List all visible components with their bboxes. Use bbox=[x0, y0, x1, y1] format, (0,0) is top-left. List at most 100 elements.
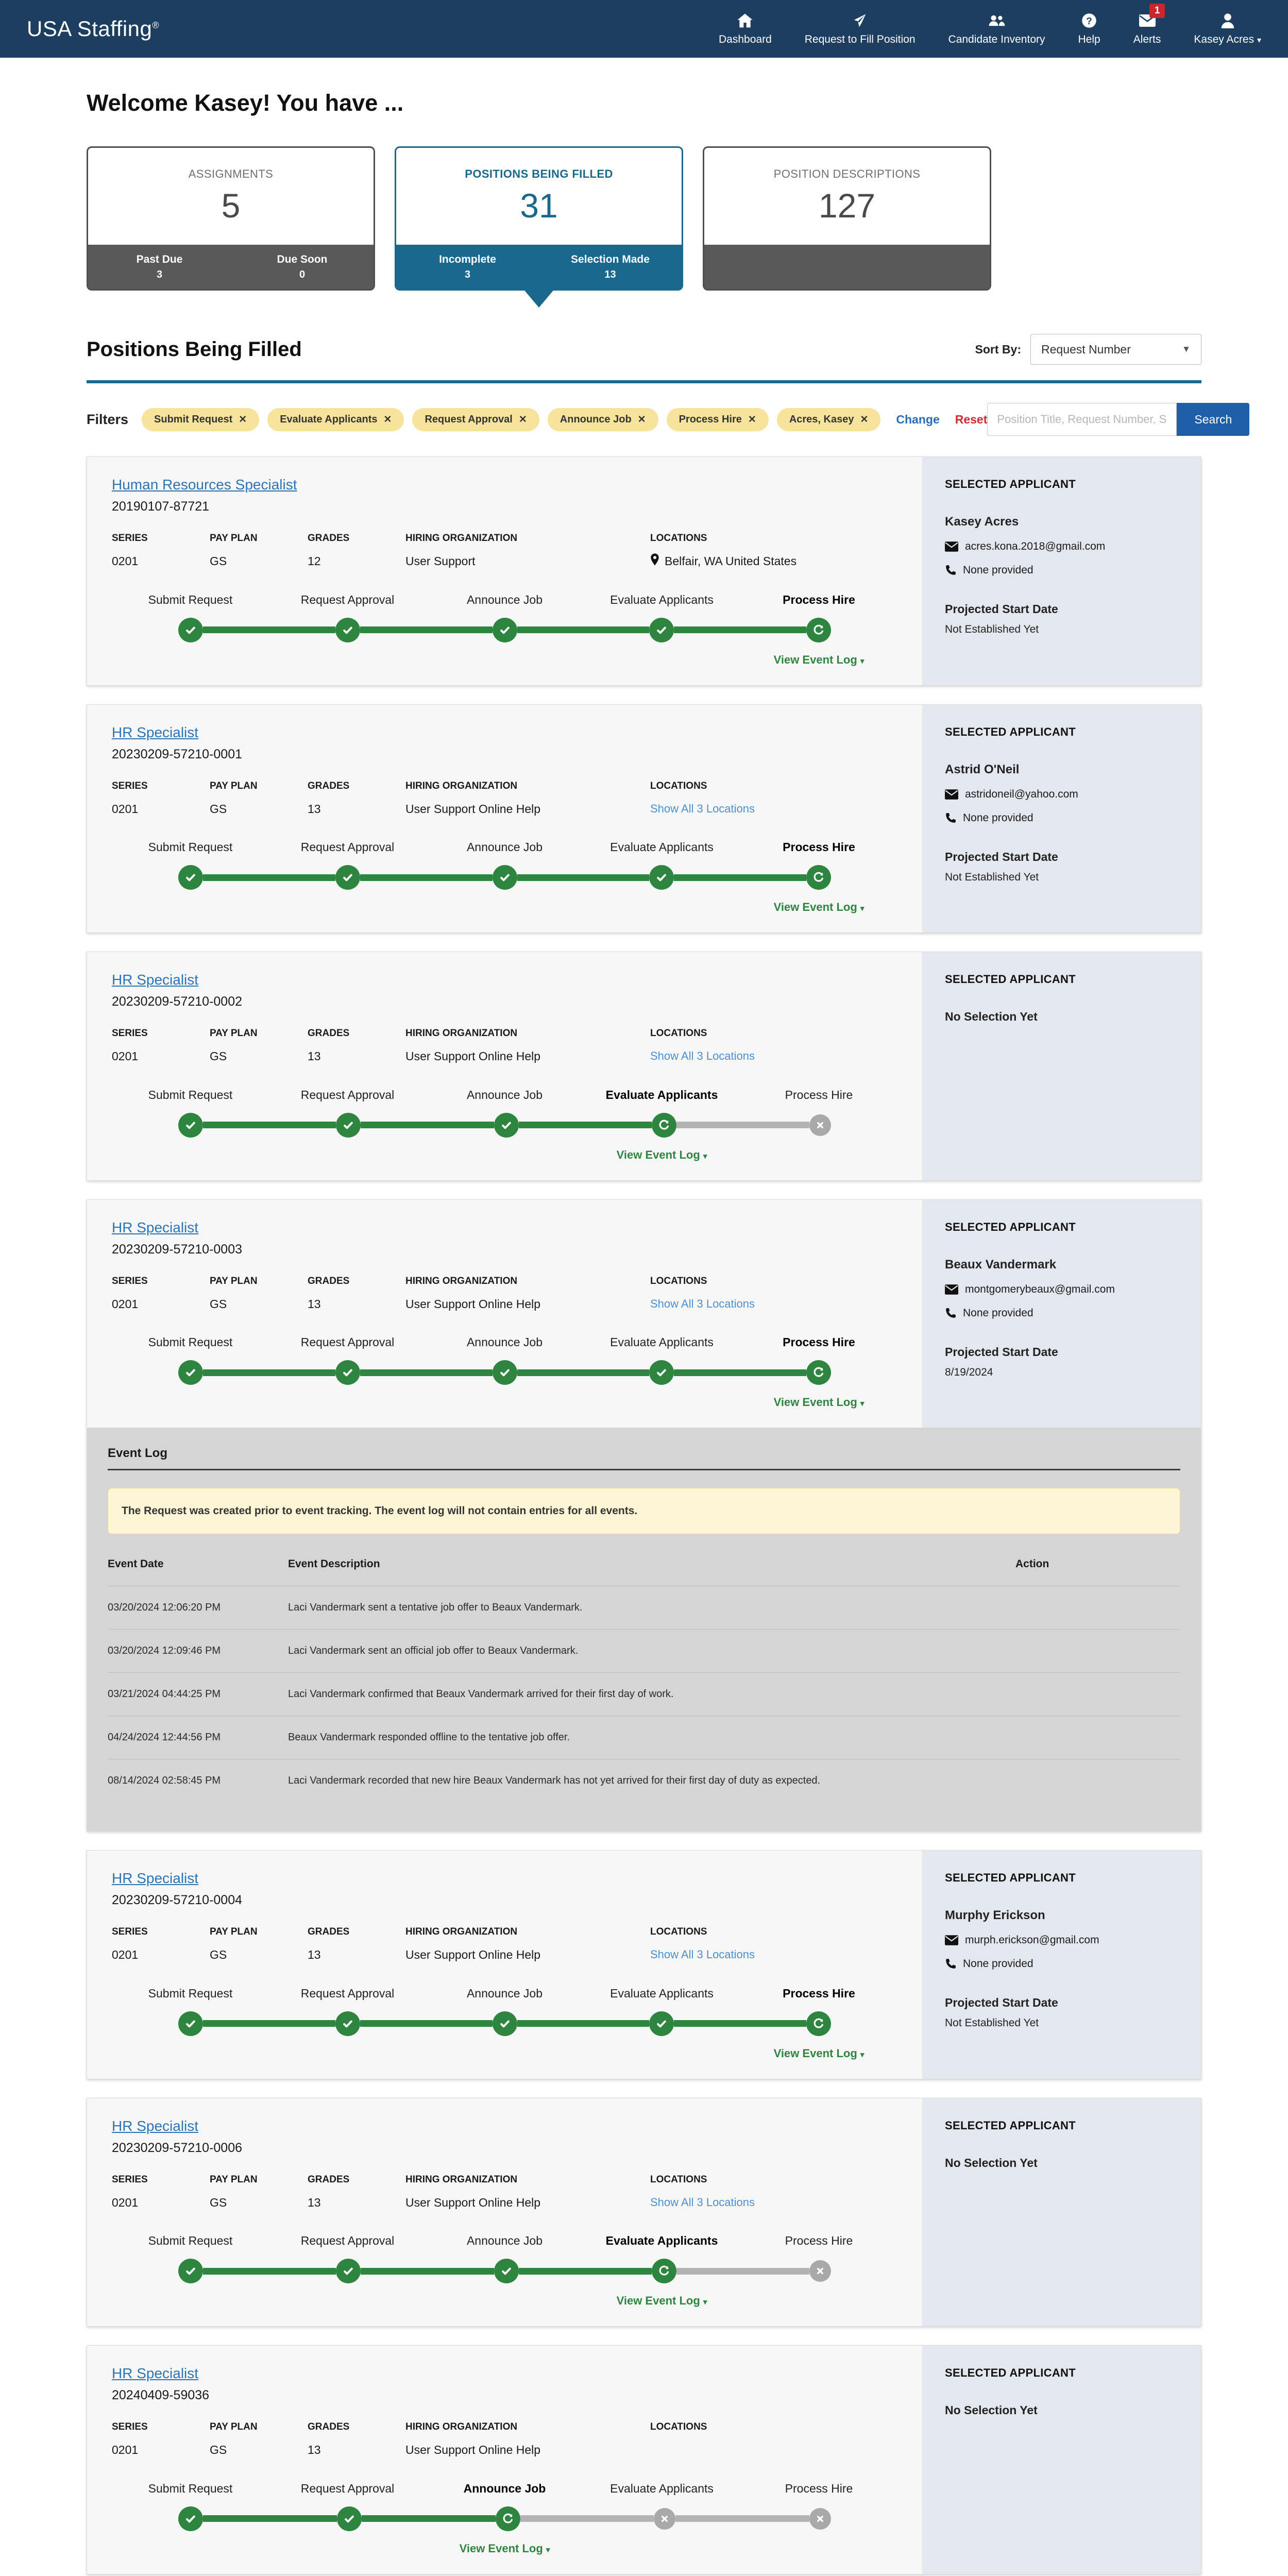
selected-applicant-panel: SELECTED APPLICANT No Selection Yet bbox=[922, 952, 1201, 1180]
position-title-link[interactable]: HR Specialist bbox=[112, 1870, 199, 1886]
show-all-locations-link[interactable]: Show All 3 Locations bbox=[650, 802, 755, 815]
filter-chip[interactable]: Submit Request ✕ bbox=[142, 408, 260, 431]
event-action bbox=[1015, 1732, 1180, 1743]
position-title-link[interactable]: HR Specialist bbox=[112, 972, 199, 988]
search-input[interactable] bbox=[987, 403, 1177, 436]
nav-alerts[interactable]: 1 Alerts bbox=[1133, 4, 1165, 46]
step-connector bbox=[520, 2515, 654, 2522]
remove-chip-icon[interactable]: ✕ bbox=[748, 414, 756, 425]
search-button[interactable]: Search bbox=[1177, 403, 1250, 436]
step-in-progress-icon bbox=[806, 1360, 831, 1385]
step-connector bbox=[203, 2020, 335, 2027]
filter-chip[interactable]: Acres, Kasey ✕ bbox=[776, 408, 881, 431]
summary-card-positions-being-filled[interactable]: POSITIONS BEING FILLED 31 Incomplete 3 Se… bbox=[395, 146, 683, 291]
remove-chip-icon[interactable]: ✕ bbox=[239, 414, 247, 425]
section-title: Positions Being Filled bbox=[87, 337, 302, 361]
show-all-locations-link[interactable]: Show All 3 Locations bbox=[650, 2195, 755, 2209]
view-event-log-link[interactable]: View Event Log ▾ bbox=[773, 1396, 865, 1409]
position-title-link[interactable]: Human Resources Specialist bbox=[112, 477, 297, 493]
position-title-link[interactable]: HR Specialist bbox=[112, 1219, 199, 1235]
filter-chip[interactable]: Request Approval ✕ bbox=[412, 408, 539, 431]
step-label: Request Approval bbox=[300, 840, 395, 854]
view-event-log-link[interactable]: View Event Log ▾ bbox=[773, 2046, 865, 2060]
nav-help[interactable]: ? Help bbox=[1078, 12, 1100, 46]
progress-tracker: Submit Request Request Approval Announce J… bbox=[112, 1088, 897, 1165]
step-complete-icon bbox=[335, 2011, 360, 2036]
event-date: 03/20/2024 12:09:46 PM bbox=[108, 1645, 221, 1656]
grades-value: 13 bbox=[308, 1049, 321, 1063]
filter-chips: Submit Request ✕ Evaluate Applicants ✕ Reque… bbox=[142, 408, 881, 431]
view-event-log-link[interactable]: View Event Log ▾ bbox=[773, 901, 865, 913]
remove-chip-icon[interactable]: ✕ bbox=[637, 414, 646, 425]
position-title-link[interactable]: HR Specialist bbox=[112, 2117, 199, 2134]
selected-applicant-heading: SELECTED APPLICANT bbox=[945, 2119, 1076, 2132]
view-event-log-link[interactable]: View Event Log ▾ bbox=[616, 1148, 707, 1161]
remove-chip-icon[interactable]: ✕ bbox=[383, 414, 392, 425]
brand-logo[interactable]: USA Staffing® bbox=[27, 16, 160, 41]
step-complete-icon bbox=[178, 2011, 203, 2036]
grades-value: 13 bbox=[308, 2443, 321, 2456]
step-label: Process Hire bbox=[785, 2234, 853, 2247]
nav-user-menu[interactable]: Kasey Acres ▾ bbox=[1194, 12, 1261, 46]
change-filters-link[interactable]: Change bbox=[896, 412, 940, 426]
step-label: Announce Job bbox=[463, 2481, 546, 2495]
step-label: Process Hire bbox=[783, 1335, 855, 1349]
summary-card-assignments[interactable]: ASSIGNMENTS 5 Past Due 3 Due Soon 0 bbox=[87, 146, 375, 291]
progress-tracker: Submit Request Request Approval Announce J… bbox=[112, 840, 897, 917]
position-title-link[interactable]: HR Specialist bbox=[112, 2365, 199, 2381]
phone-icon bbox=[946, 565, 956, 575]
step-connector bbox=[674, 626, 806, 633]
position-card: HR Specialist 20230209-57210-0003 SERIES… bbox=[87, 1199, 1201, 1832]
step-label: Submit Request bbox=[148, 592, 233, 606]
step-complete-icon bbox=[335, 617, 360, 642]
position-meta: SERIES 0201 PAY PLAN GS GRADES 13 HIRING OR… bbox=[112, 1926, 897, 1964]
step-complete-icon bbox=[335, 1360, 360, 1385]
email-icon bbox=[945, 1284, 958, 1295]
filter-chip[interactable]: Process Hire ✕ bbox=[666, 408, 769, 431]
position-title-link[interactable]: HR Specialist bbox=[112, 724, 199, 740]
sort-select[interactable]: Request Number ▼ bbox=[1030, 334, 1201, 365]
step-label: Submit Request bbox=[148, 2481, 233, 2495]
applicant-name: Kasey Acres bbox=[945, 515, 1019, 529]
nav-request-to-fill-position[interactable]: Request to Fill Position bbox=[805, 12, 916, 46]
filters-bar: Filters Submit Request ✕ Evaluate Applican… bbox=[87, 403, 1250, 436]
locations-value: Show All 3 Locations bbox=[650, 1946, 887, 1963]
nav-candidate-inventory[interactable]: Candidate Inventory bbox=[948, 12, 1045, 46]
event-log-title: Event Log bbox=[108, 1446, 168, 1460]
step-complete-icon bbox=[492, 865, 517, 890]
filters-label: Filters bbox=[87, 411, 129, 427]
series-value: 0201 bbox=[112, 1948, 139, 1961]
summary-card-position-descriptions[interactable]: POSITION DESCRIPTIONS 127 bbox=[703, 146, 991, 291]
view-event-log-link[interactable]: View Event Log ▾ bbox=[773, 653, 865, 666]
reset-filters-link[interactable]: Reset bbox=[955, 412, 988, 426]
step-label: Announce Job bbox=[466, 592, 543, 606]
show-all-locations-link[interactable]: Show All 3 Locations bbox=[650, 1297, 755, 1310]
position-meta: SERIES 0201 PAY PLAN GS GRADES 13 HIRING OR… bbox=[112, 2174, 897, 2212]
step-label: Evaluate Applicants bbox=[605, 1088, 718, 1101]
hiring-organization-value: User Support Online Help bbox=[405, 1297, 541, 1311]
position-descriptions-count: 127 bbox=[818, 187, 876, 225]
grades-value: 13 bbox=[308, 1948, 321, 1961]
request-number: 20230209-57210-0003 bbox=[112, 1242, 243, 1257]
step-connector bbox=[517, 2020, 650, 2027]
chevron-down-icon: ▾ bbox=[703, 2298, 707, 2307]
selected-applicant-heading: SELECTED APPLICANT bbox=[945, 2366, 1076, 2379]
projected-start-date-value: Not Established Yet bbox=[945, 871, 1039, 883]
view-event-log-link[interactable]: View Event Log ▾ bbox=[459, 2541, 550, 2555]
series-value: 0201 bbox=[112, 1049, 139, 1063]
remove-chip-icon[interactable]: ✕ bbox=[518, 414, 527, 425]
nav-dashboard[interactable]: Dashboard bbox=[719, 12, 772, 46]
step-complete-icon bbox=[336, 2506, 362, 2531]
filter-chip[interactable]: Evaluate Applicants ✕ bbox=[267, 408, 404, 431]
series-value: 0201 bbox=[112, 802, 139, 816]
view-event-log-link[interactable]: View Event Log ▾ bbox=[616, 2294, 707, 2307]
step-label: Evaluate Applicants bbox=[610, 2481, 714, 2495]
step-label: Announce Job bbox=[466, 1986, 543, 2000]
show-all-locations-link[interactable]: Show All 3 Locations bbox=[650, 1049, 755, 1062]
filter-chip[interactable]: Announce Job ✕ bbox=[547, 408, 658, 431]
show-all-locations-link[interactable]: Show All 3 Locations bbox=[650, 1948, 755, 1961]
position-card: HR Specialist 20230209-57210-0004 SERIES… bbox=[87, 1850, 1201, 2079]
applicant-name: Beaux Vandermark bbox=[945, 1257, 1057, 1272]
remove-chip-icon[interactable]: ✕ bbox=[860, 414, 869, 425]
step-complete-icon bbox=[492, 617, 517, 642]
